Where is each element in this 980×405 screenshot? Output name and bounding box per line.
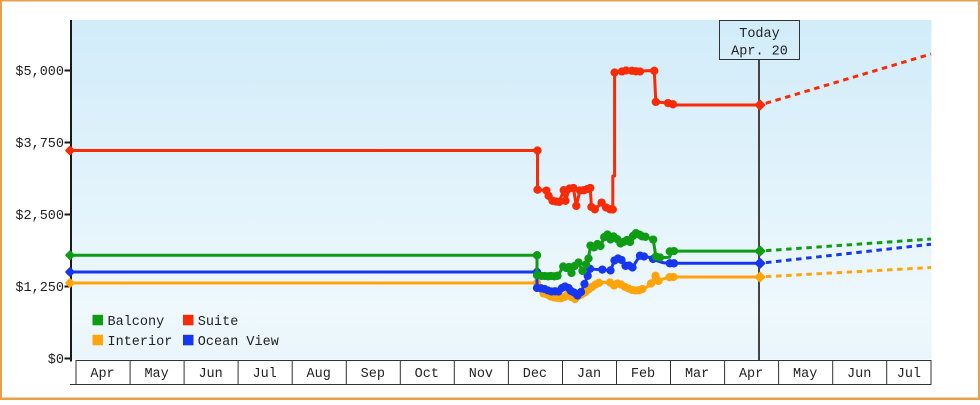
svg-text:Today: Today <box>739 27 780 42</box>
svg-text:Jul: Jul <box>253 367 277 382</box>
svg-text:Jun: Jun <box>847 367 871 382</box>
svg-text:Apr. 20: Apr. 20 <box>731 45 788 60</box>
svg-text:Jun: Jun <box>198 367 222 382</box>
svg-text:$2,500: $2,500 <box>15 209 64 224</box>
svg-text:Oct: Oct <box>415 367 439 382</box>
svg-text:$1,250: $1,250 <box>15 281 64 296</box>
svg-text:Apr: Apr <box>739 367 763 382</box>
svg-text:Interior: Interior <box>108 335 173 350</box>
svg-text:Sep: Sep <box>361 367 385 382</box>
svg-text:Jan: Jan <box>577 367 601 382</box>
svg-text:Jul: Jul <box>897 367 921 382</box>
svg-text:Mar: Mar <box>685 367 709 382</box>
svg-text:$5,000: $5,000 <box>15 65 64 80</box>
svg-text:Balcony: Balcony <box>108 315 165 330</box>
svg-text:Dec: Dec <box>523 367 547 382</box>
svg-text:$3,750: $3,750 <box>15 137 64 152</box>
svg-text:Nov: Nov <box>469 367 493 382</box>
svg-text:May: May <box>793 367 817 382</box>
svg-text:Ocean View: Ocean View <box>198 335 279 350</box>
svg-text:May: May <box>144 367 168 382</box>
svg-text:Aug: Aug <box>307 367 331 382</box>
svg-text:Feb: Feb <box>631 367 655 382</box>
svg-text:Suite: Suite <box>198 315 239 330</box>
svg-text:$0: $0 <box>48 353 64 368</box>
svg-text:Apr: Apr <box>90 367 114 382</box>
